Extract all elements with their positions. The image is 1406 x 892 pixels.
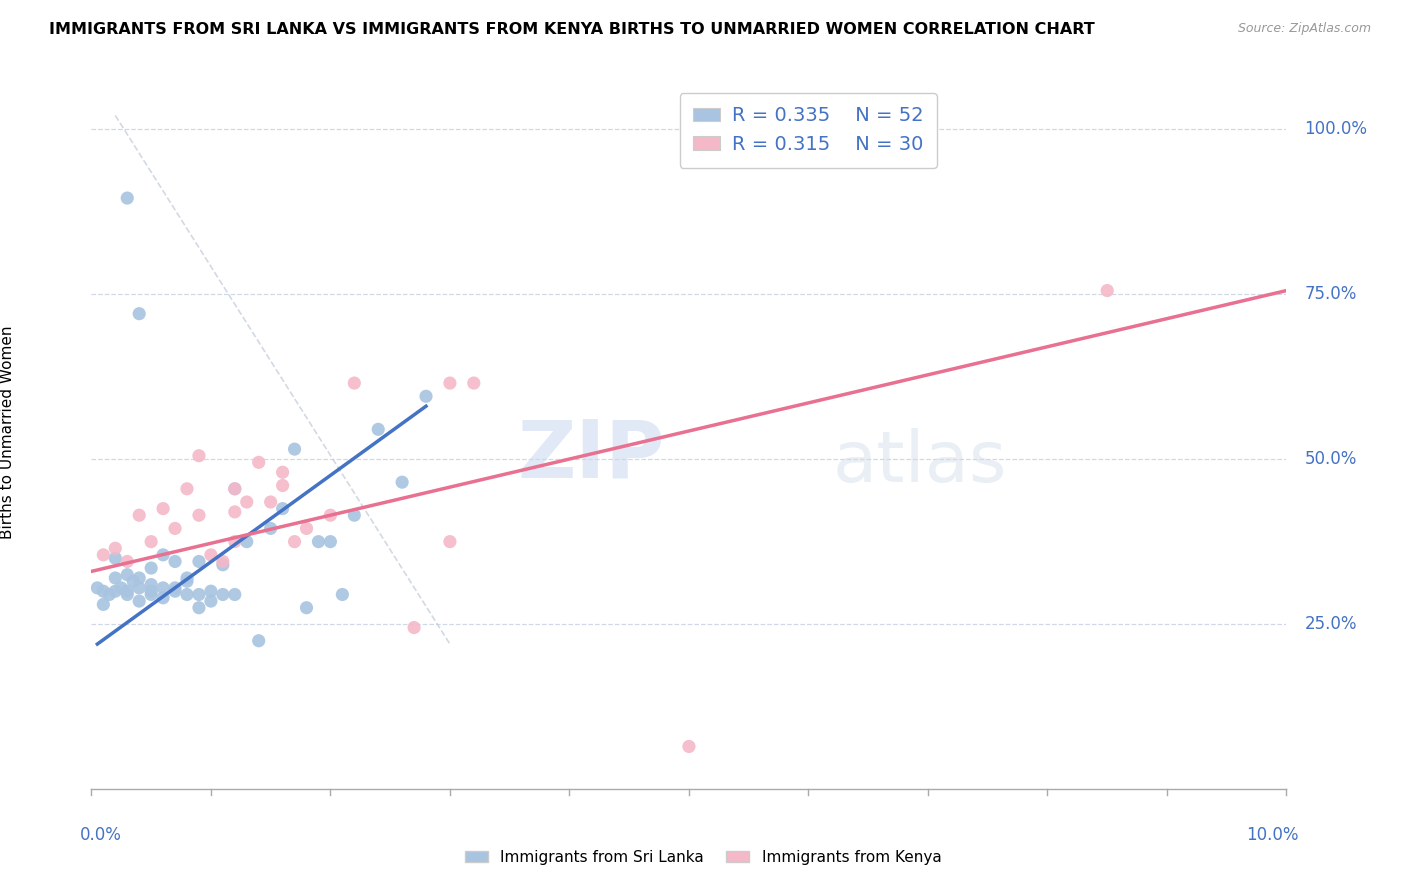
- Point: [224, 534, 246, 549]
- Point: [115, 587, 138, 601]
- Point: [188, 449, 211, 463]
- Text: 50.0%: 50.0%: [1305, 450, 1357, 468]
- Text: IMMIGRANTS FROM SRI LANKA VS IMMIGRANTS FROM KENYA BIRTHS TO UNMARRIED WOMEN COR: IMMIGRANTS FROM SRI LANKA VS IMMIGRANTS …: [49, 22, 1095, 37]
- Point: [152, 548, 174, 562]
- Point: [104, 551, 127, 566]
- Point: [343, 508, 366, 523]
- Point: [110, 581, 132, 595]
- Point: [115, 554, 138, 568]
- Point: [319, 508, 342, 523]
- Point: [176, 571, 198, 585]
- Point: [235, 495, 259, 509]
- Point: [176, 574, 198, 589]
- Point: [211, 554, 233, 568]
- Point: [115, 567, 138, 582]
- Legend: Immigrants from Sri Lanka, Immigrants from Kenya: Immigrants from Sri Lanka, Immigrants fr…: [458, 844, 948, 871]
- Point: [152, 581, 174, 595]
- Point: [439, 376, 461, 390]
- Point: [224, 482, 246, 496]
- Point: [284, 442, 307, 457]
- Point: [115, 584, 138, 599]
- Point: [141, 577, 163, 591]
- Point: [332, 587, 354, 601]
- Point: [128, 307, 150, 321]
- Point: [404, 621, 426, 635]
- Point: [104, 584, 127, 599]
- Text: 100.0%: 100.0%: [1305, 120, 1368, 137]
- Text: 75.0%: 75.0%: [1305, 285, 1357, 303]
- Point: [343, 376, 366, 390]
- Text: 10.0%: 10.0%: [1246, 826, 1299, 844]
- Point: [391, 475, 413, 490]
- Point: [307, 534, 329, 549]
- Point: [224, 482, 246, 496]
- Point: [678, 739, 700, 754]
- Point: [141, 584, 163, 599]
- Point: [93, 598, 115, 612]
- Point: [163, 554, 186, 568]
- Point: [415, 389, 437, 403]
- Point: [104, 571, 127, 585]
- Point: [188, 587, 211, 601]
- Point: [284, 534, 307, 549]
- Point: [176, 587, 198, 601]
- Text: ZIP: ZIP: [517, 417, 665, 495]
- Point: [98, 587, 121, 601]
- Point: [122, 574, 145, 589]
- Point: [319, 534, 342, 549]
- Point: [224, 587, 246, 601]
- Point: [188, 600, 211, 615]
- Point: [128, 508, 150, 523]
- Point: [141, 587, 163, 601]
- Point: [200, 584, 222, 599]
- Text: 0.0%: 0.0%: [79, 826, 121, 844]
- Point: [295, 600, 318, 615]
- Point: [128, 571, 150, 585]
- Point: [271, 501, 294, 516]
- Point: [271, 478, 294, 492]
- Point: [163, 581, 186, 595]
- Point: [152, 591, 174, 605]
- Point: [247, 455, 270, 469]
- Point: [128, 581, 150, 595]
- Point: [163, 584, 186, 599]
- Point: [200, 548, 222, 562]
- Point: [259, 521, 281, 535]
- Legend: R = 0.335    N = 52, R = 0.315    N = 30: R = 0.335 N = 52, R = 0.315 N = 30: [679, 93, 938, 168]
- Text: 25.0%: 25.0%: [1305, 615, 1357, 633]
- Point: [188, 554, 211, 568]
- Point: [128, 594, 150, 608]
- Point: [224, 505, 246, 519]
- Point: [115, 191, 138, 205]
- Text: atlas: atlas: [832, 428, 1007, 497]
- Point: [271, 465, 294, 479]
- Point: [141, 561, 163, 575]
- Point: [247, 633, 270, 648]
- Point: [200, 594, 222, 608]
- Text: Births to Unmarried Women: Births to Unmarried Women: [0, 326, 15, 540]
- Point: [86, 581, 108, 595]
- Point: [211, 587, 233, 601]
- Point: [141, 534, 163, 549]
- Point: [188, 508, 211, 523]
- Point: [367, 422, 389, 436]
- Point: [93, 548, 115, 562]
- Point: [163, 521, 186, 535]
- Point: [93, 584, 115, 599]
- Point: [176, 482, 198, 496]
- Point: [104, 541, 127, 556]
- Text: Source: ZipAtlas.com: Source: ZipAtlas.com: [1237, 22, 1371, 36]
- Point: [1097, 284, 1119, 298]
- Point: [235, 534, 259, 549]
- Point: [259, 495, 281, 509]
- Point: [463, 376, 485, 390]
- Point: [211, 558, 233, 572]
- Point: [295, 521, 318, 535]
- Point: [152, 501, 174, 516]
- Point: [439, 534, 461, 549]
